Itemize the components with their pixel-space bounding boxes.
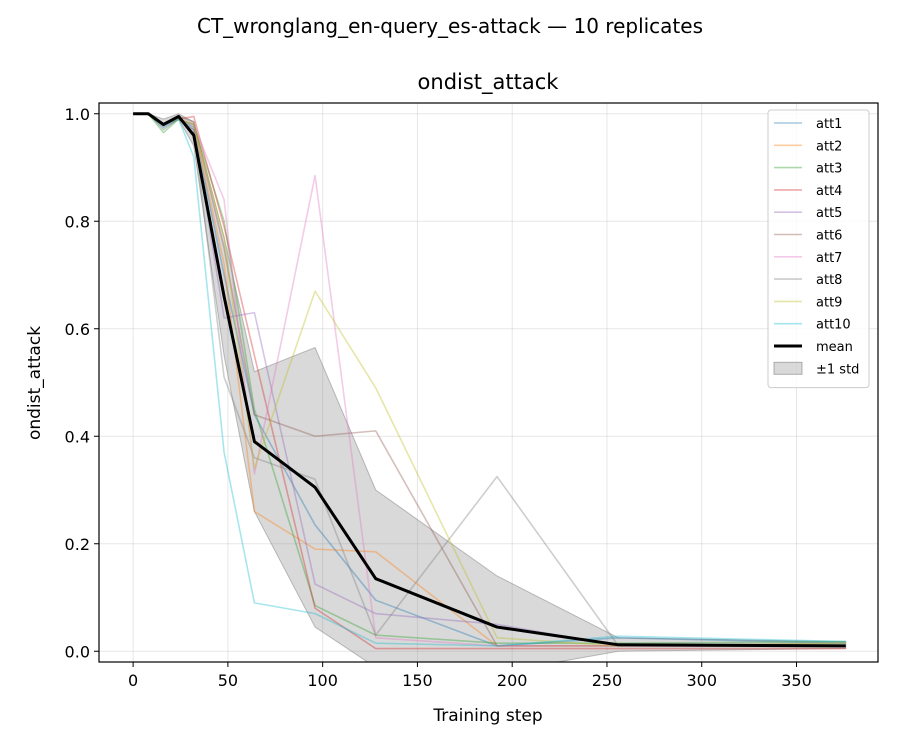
legend-label-att6: att6 (816, 229, 842, 244)
x-axis-label: Training step (432, 706, 542, 726)
legend-label-att1: att1 (816, 117, 842, 132)
x-tick-label: 150 (402, 671, 433, 690)
x-axis-ticks: 0 50 100 150 200 250 300 350 (128, 662, 812, 690)
y-tick-label: 0.8 (65, 212, 90, 231)
legend-label-att9: att9 (816, 295, 842, 310)
series-layer (133, 112, 846, 650)
legend: att1 att2 att3 att4 att5 att6 att7 att8 att9 att1… (767, 109, 870, 389)
legend-label-att7: att7 (816, 251, 842, 266)
x-tick-label: 250 (592, 671, 623, 690)
x-tick-label: 200 (497, 671, 528, 690)
legend-label-att2: att2 (816, 139, 842, 154)
y-axis-label: ondist_attack (25, 326, 45, 440)
legend-label-att5: att5 (816, 206, 842, 221)
x-tick-label: 300 (686, 671, 717, 690)
legend-label-att10: att10 (816, 318, 851, 333)
legend-label-att3: att3 (816, 162, 842, 177)
y-tick-label: 0.0 (65, 642, 90, 661)
series-line-att1 (133, 112, 846, 647)
y-axis-ticks: 0.0 0.2 0.4 0.6 0.8 1.0 (65, 105, 99, 661)
y-tick-label: 0.2 (65, 535, 90, 554)
y-tick-label: 0.4 (65, 427, 90, 446)
series-line-att3 (133, 112, 846, 644)
chart-title: ondist_attack (418, 70, 560, 95)
plot-area-frame (98, 102, 879, 663)
series-line-mean (133, 112, 846, 648)
grid-lines (99, 103, 878, 662)
legend-label-std: ±1 std (816, 362, 859, 377)
y-tick-label: 0.6 (65, 320, 90, 339)
x-tick-label: 0 (128, 671, 138, 690)
figure-suptitle: CT_wronglang_en-query_es-attack — 10 rep… (197, 14, 703, 38)
legend-box (767, 109, 870, 389)
y-tick-label: 1.0 (65, 105, 90, 124)
legend-label-att4: att4 (816, 184, 842, 199)
legend-label-att8: att8 (816, 273, 842, 288)
x-tick-label: 100 (307, 671, 338, 690)
legend-swatch-std (773, 361, 803, 375)
legend-label-mean: mean (816, 340, 853, 355)
x-tick-label: 350 (781, 671, 812, 690)
x-tick-label: 50 (218, 671, 238, 690)
